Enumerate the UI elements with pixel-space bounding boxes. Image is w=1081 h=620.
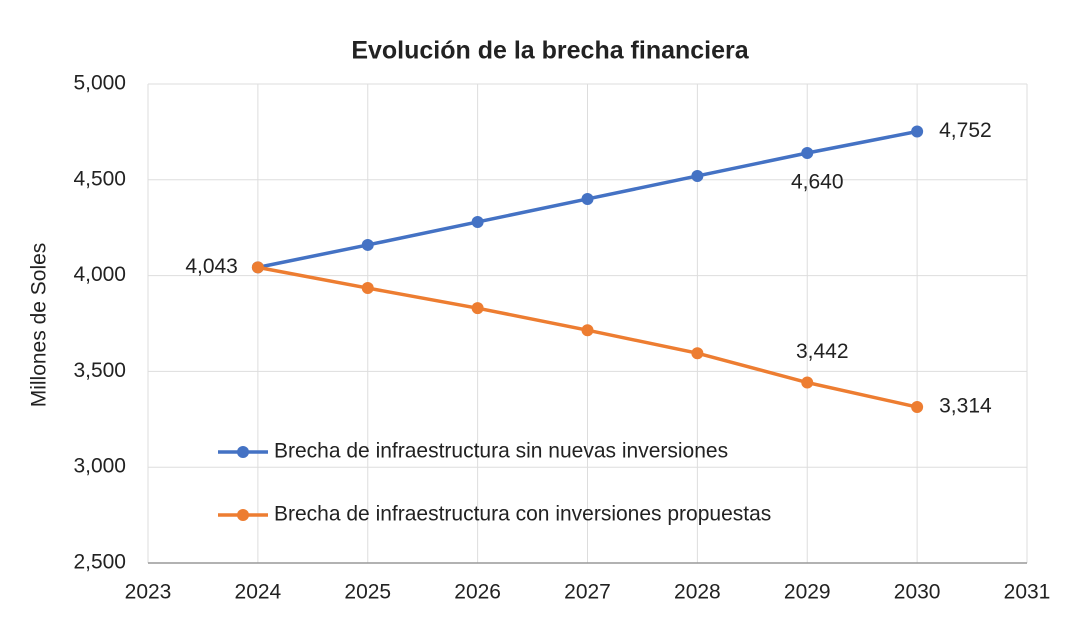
data-point bbox=[691, 347, 704, 360]
legend-marker bbox=[237, 509, 249, 521]
data-point bbox=[801, 376, 814, 389]
y-tick-label: 4,000 bbox=[73, 263, 126, 286]
legend-marker bbox=[237, 446, 249, 458]
data-label: 3,442 bbox=[796, 340, 849, 363]
data-point bbox=[251, 261, 264, 274]
x-tick-label: 2027 bbox=[564, 581, 611, 604]
y-tick-label: 5,000 bbox=[73, 72, 126, 95]
data-point bbox=[471, 215, 484, 228]
y-tick-label: 4,500 bbox=[73, 167, 126, 190]
data-point bbox=[471, 302, 484, 315]
chart-title: Evolución de la brecha financiera bbox=[351, 37, 749, 65]
legend-label: Brecha de infraestructura sin nuevas inv… bbox=[274, 440, 728, 463]
x-tick-label: 2026 bbox=[454, 581, 501, 604]
y-tick-label: 3,000 bbox=[73, 455, 126, 478]
data-point bbox=[691, 169, 704, 182]
data-point bbox=[581, 192, 594, 205]
data-label: 4,640 bbox=[791, 171, 844, 194]
x-tick-label: 2023 bbox=[125, 581, 172, 604]
data-point bbox=[801, 146, 814, 159]
legend-label: Brecha de infraestructura con inversione… bbox=[274, 503, 771, 526]
data-label: 4,752 bbox=[939, 119, 992, 142]
x-tick-label: 2028 bbox=[674, 581, 721, 604]
data-label: 3,314 bbox=[939, 395, 992, 418]
x-tick-label: 2031 bbox=[1004, 581, 1051, 604]
data-label: 4,043 bbox=[185, 255, 238, 278]
y-axis-label: Millones de Soles bbox=[28, 243, 51, 408]
x-tick-label: 2029 bbox=[784, 581, 831, 604]
x-tick-label: 2024 bbox=[235, 581, 282, 604]
y-tick-label: 3,500 bbox=[73, 359, 126, 382]
data-point bbox=[361, 238, 374, 251]
y-tick-label: 2,500 bbox=[73, 551, 126, 574]
x-tick-label: 2025 bbox=[344, 581, 391, 604]
x-tick-label: 2030 bbox=[894, 581, 941, 604]
data-point bbox=[911, 401, 924, 414]
data-point bbox=[361, 282, 374, 295]
data-point bbox=[581, 324, 594, 337]
data-point bbox=[911, 125, 924, 138]
